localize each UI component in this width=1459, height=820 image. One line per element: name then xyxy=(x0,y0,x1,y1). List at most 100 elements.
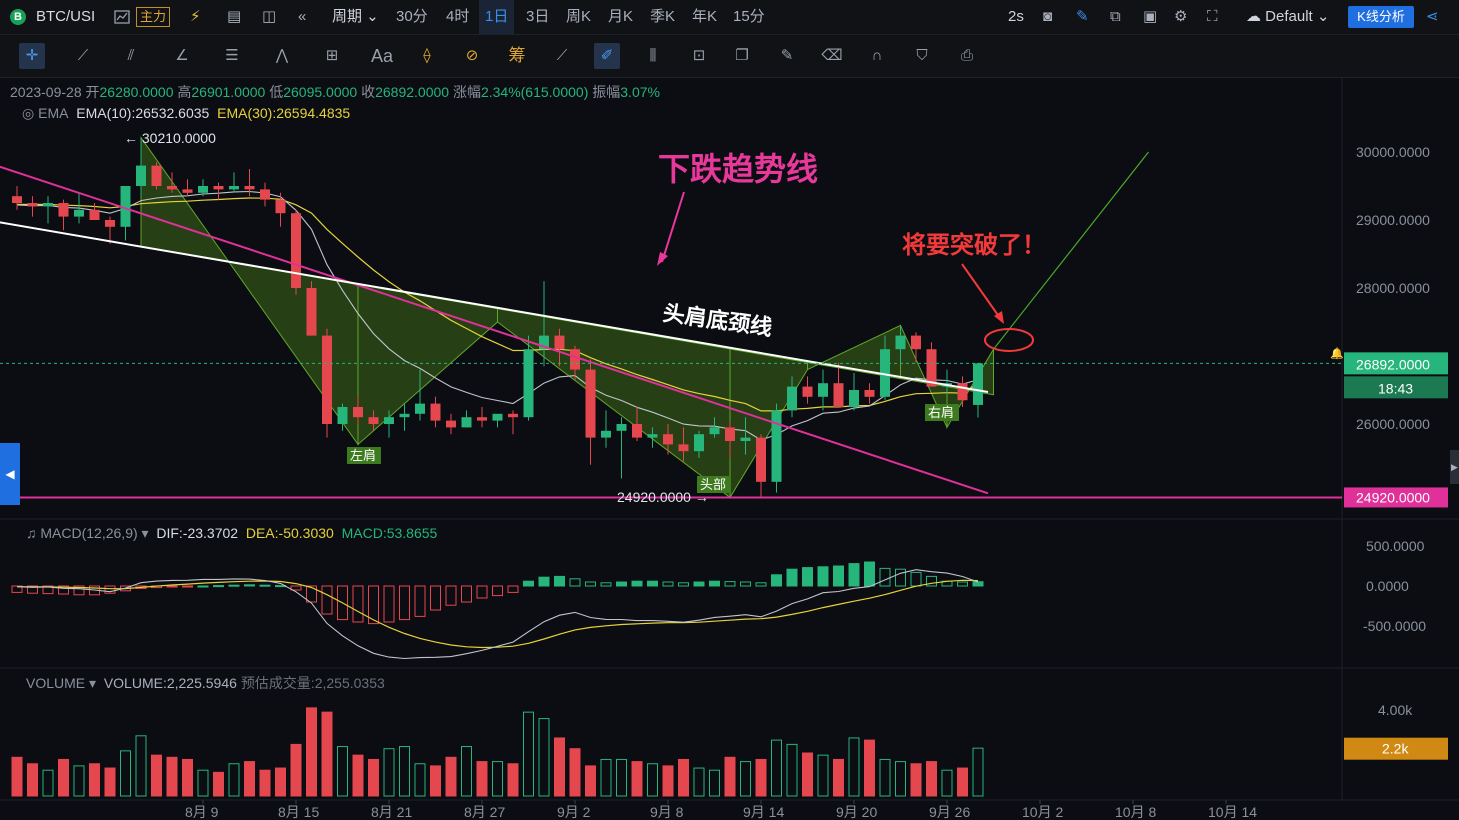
filter-icon[interactable]: ⛉ xyxy=(916,47,928,64)
main-indicator-badge[interactable]: 主力 xyxy=(136,7,171,27)
macd-dropdown-icon[interactable]: ▾ xyxy=(141,525,149,541)
brush-icon[interactable]: ✐ xyxy=(594,43,620,69)
macd-histogram-bar xyxy=(290,585,302,591)
k-analysis-button[interactable]: K线分析 xyxy=(1348,6,1414,28)
volume-label[interactable]: VOLUME xyxy=(26,675,86,691)
share-icon[interactable]: ⋖ xyxy=(1426,8,1439,25)
projection-line xyxy=(993,151,1149,350)
timeframe-week[interactable]: 周K xyxy=(566,8,592,25)
save-icon[interactable]: ⎙ xyxy=(960,47,973,64)
eraser-icon[interactable]: ⊘ xyxy=(465,47,479,64)
eye-icon[interactable]: ◎ xyxy=(22,105,35,121)
volume-bar xyxy=(941,769,953,797)
timeframe-15m[interactable]: 15分 xyxy=(733,8,765,25)
copy-icon[interactable]: ❐ xyxy=(735,47,749,64)
volume-dropdown-icon[interactable]: ▾ xyxy=(89,675,97,691)
macd-histogram-bar xyxy=(166,585,178,588)
fullscreen-icon[interactable]: ⛶ xyxy=(1207,8,1218,25)
tag-icon[interactable]: ⟠ xyxy=(423,47,431,64)
volume-bar xyxy=(569,748,581,797)
settings-icon[interactable]: ⚙ xyxy=(1174,8,1188,25)
wave-icon[interactable]: ⋀ xyxy=(275,47,289,64)
timeframe-1d[interactable]: 1日 xyxy=(479,0,515,34)
macd-axis-label: -500.0000 xyxy=(1363,618,1426,634)
breakout-circle xyxy=(984,328,1034,352)
indicator-icon[interactable] xyxy=(114,0,130,34)
candle-body xyxy=(244,186,255,190)
macd-dif: DIF:-23.3702 xyxy=(156,525,239,541)
volume-bar xyxy=(383,748,395,797)
candle-body xyxy=(787,386,797,411)
macd-label[interactable]: MACD(12,26,9) xyxy=(40,525,138,541)
macd-histogram-bar xyxy=(383,585,395,623)
hline-icon[interactable]: ☰ xyxy=(225,47,239,64)
trendline-icon[interactable]: ⟋ xyxy=(77,47,89,64)
date-axis-label: 8月 9 xyxy=(185,804,219,820)
price-axis-label: 28000.0000 xyxy=(1356,280,1430,296)
timeframe-4h[interactable]: 4时 xyxy=(446,8,470,25)
candle-body xyxy=(27,203,38,207)
layout-icon[interactable]: ◫ xyxy=(262,8,277,25)
trash-icon[interactable]: ⌫ xyxy=(821,47,843,64)
window-icon[interactable]: ⧉ xyxy=(1110,8,1121,25)
volume-bar xyxy=(895,761,906,797)
candle-body xyxy=(384,417,394,424)
bell-icon[interactable]: ♫ xyxy=(26,525,37,541)
pencil-icon[interactable]: ✎ xyxy=(1076,8,1089,25)
candle-body xyxy=(585,369,596,438)
period-dropdown[interactable]: 周期 ⌄ xyxy=(332,8,379,25)
calendar-icon[interactable]: ▤ xyxy=(227,8,242,25)
volume-bar xyxy=(104,767,116,797)
lightning-icon[interactable]: ⚡ xyxy=(190,8,201,25)
date-axis-label: 8月 21 xyxy=(371,804,412,820)
downtrend-line xyxy=(0,165,989,495)
timeframe-quarter[interactable]: 季K xyxy=(650,8,676,25)
breakout-arrowhead xyxy=(994,311,1004,324)
candle-body xyxy=(151,165,162,186)
angle-icon[interactable]: ∠ xyxy=(175,47,189,64)
volume-bar xyxy=(740,761,751,797)
right-panel-toggle[interactable]: ▶ xyxy=(1450,450,1459,484)
timeframe-year[interactable]: 年K xyxy=(692,8,718,25)
macd-histogram-bar xyxy=(399,585,410,621)
edit-icon[interactable]: ✎ xyxy=(780,47,794,64)
candle-icon[interactable]: ⫼ xyxy=(649,47,657,64)
image-icon[interactable]: ▣ xyxy=(1143,8,1158,25)
candle-body xyxy=(864,390,875,397)
timeframe-3d[interactable]: 3日 xyxy=(526,8,550,25)
volume-bar xyxy=(554,737,565,797)
magnet-icon[interactable]: ∩ xyxy=(871,47,883,64)
ema-label[interactable]: EMA xyxy=(38,105,69,121)
macd-histogram-bar xyxy=(554,575,565,587)
parallel-icon[interactable]: ⫽ xyxy=(127,47,135,64)
macd-dif-line xyxy=(16,569,979,660)
pen-icon[interactable]: ⟋ xyxy=(556,47,568,64)
candle-body xyxy=(725,427,735,441)
crosshair-icon[interactable]: ✛ xyxy=(19,43,45,69)
fib-icon[interactable]: 筹 xyxy=(508,46,526,65)
macd-histogram-bar xyxy=(895,568,906,587)
bag-icon[interactable]: ⊡ xyxy=(692,47,706,64)
text-icon[interactable]: Aa xyxy=(370,46,394,66)
measure-icon[interactable]: ⊞ xyxy=(325,47,339,64)
refresh-interval[interactable]: 2s xyxy=(1008,8,1024,25)
candle-body xyxy=(880,349,890,397)
volume-bar xyxy=(182,758,193,797)
timeframe-month[interactable]: 月K xyxy=(608,8,634,25)
rewind-icon[interactable]: « xyxy=(298,8,307,25)
date-axis-label: 10月 8 xyxy=(1115,804,1156,820)
candle-body xyxy=(523,349,534,418)
macd-histogram-bar xyxy=(755,582,767,587)
macd-histogram-bar xyxy=(58,585,69,595)
pattern-group xyxy=(140,136,994,500)
theme-dropdown[interactable]: ☁ Default ⌄ xyxy=(1246,8,1330,25)
symbol-selector[interactable]: BTC/USI xyxy=(36,8,96,25)
candle-body xyxy=(167,186,177,190)
volume-bar xyxy=(306,707,317,797)
camera-icon[interactable]: ◙ xyxy=(1043,8,1053,25)
left-panel-toggle[interactable]: ◀ xyxy=(0,443,20,505)
date-axis-label: 9月 26 xyxy=(929,804,970,820)
candle-body xyxy=(368,417,379,424)
timeframe-30m[interactable]: 30分 xyxy=(396,8,428,25)
